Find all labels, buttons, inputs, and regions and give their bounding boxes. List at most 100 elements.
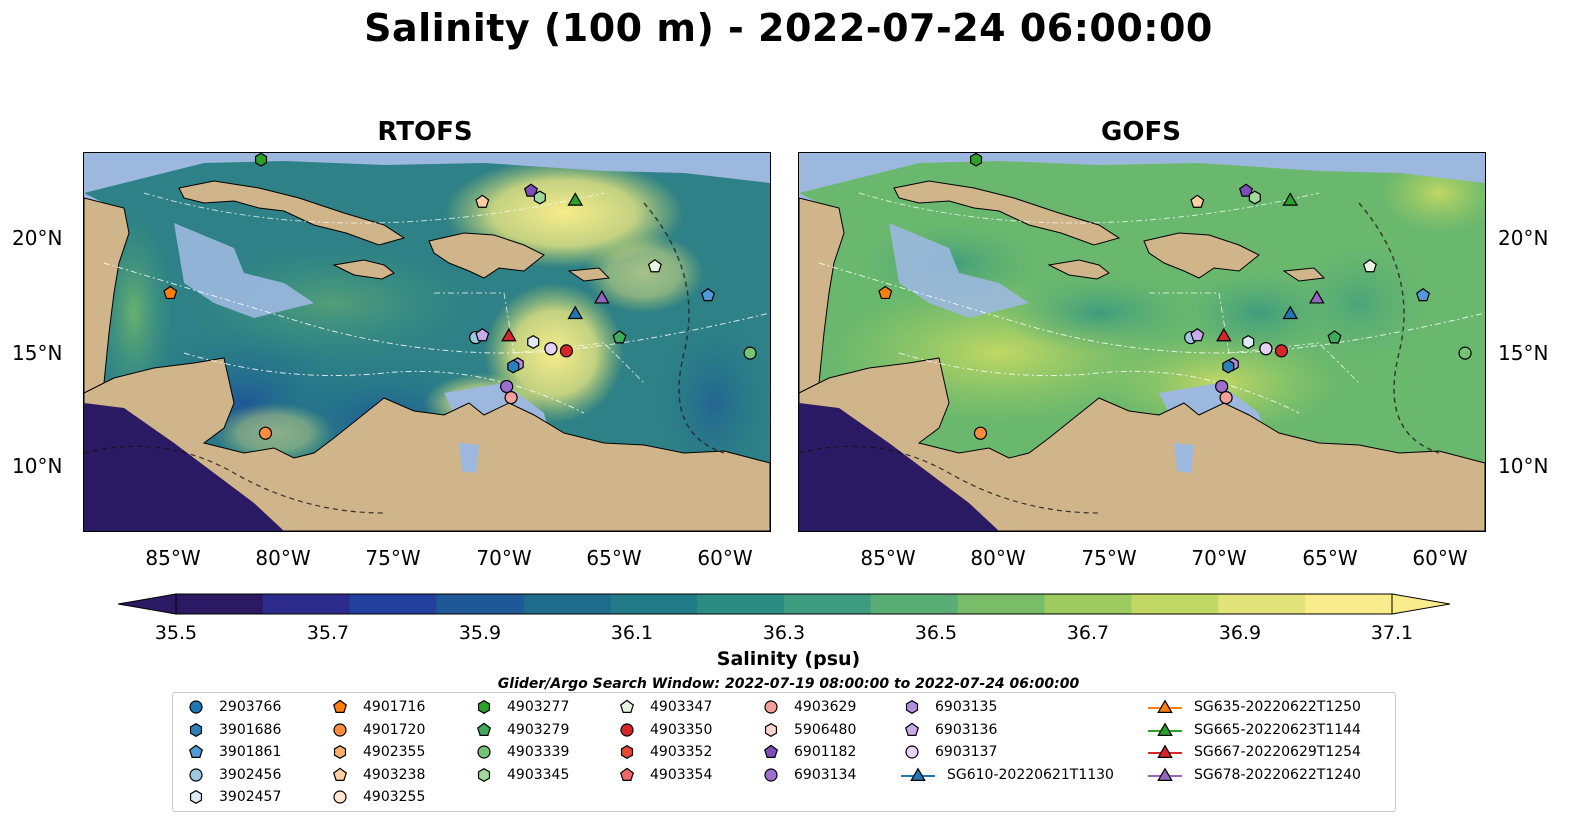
observation-marker-6901182[interactable] xyxy=(1239,183,1253,197)
observation-marker-6903134[interactable] xyxy=(500,379,514,394)
legend-item: 4902355 xyxy=(329,741,425,763)
colorbar-bin xyxy=(697,594,785,614)
figure-title: Salinity (100 m) - 2022-07-24 06:00:00 xyxy=(364,6,1213,50)
legend-item: 4903279 xyxy=(473,719,569,741)
legend-marker-icon xyxy=(1148,699,1182,713)
legend-marker-icon xyxy=(901,766,935,781)
lon-label-rtofs-75w: 75°W xyxy=(365,546,421,570)
observation-marker-4901716[interactable] xyxy=(163,285,178,300)
observation-marker-3901861[interactable] xyxy=(701,287,716,302)
markers-rtofs xyxy=(163,153,757,440)
observation-marker-3901686[interactable] xyxy=(507,359,520,374)
colorbar-bin xyxy=(1218,594,1306,614)
map-gofs[interactable] xyxy=(798,152,1486,532)
observation-marker-4903277[interactable] xyxy=(969,153,983,167)
observation-marker-4903279[interactable] xyxy=(612,330,627,344)
legend-label: 4903350 xyxy=(650,721,713,738)
observation-marker-3902457[interactable] xyxy=(1242,335,1255,349)
colorbar xyxy=(118,593,1450,615)
observation-marker-SG667-20220629T1254[interactable] xyxy=(1216,327,1232,342)
observation-marker-SG610-20220621T1130[interactable] xyxy=(567,305,584,320)
legend-marker-icon xyxy=(333,699,347,713)
observation-marker-4903238[interactable] xyxy=(475,194,490,208)
map-rtofs[interactable] xyxy=(83,152,771,532)
observation-marker-6903134[interactable] xyxy=(1215,379,1229,394)
legend-marker-icon xyxy=(333,767,347,781)
observation-marker-SG678-20220622T1240[interactable] xyxy=(1309,290,1325,304)
colorbar-label: Salinity (psu) xyxy=(716,648,861,670)
legend-marker-icon xyxy=(764,722,778,737)
observation-marker-3901686[interactable] xyxy=(1222,359,1235,374)
colorbar-bin xyxy=(436,594,524,614)
legend-item: 3902456 xyxy=(185,764,281,786)
legend-label: 4903352 xyxy=(650,744,713,760)
observation-marker-SG665-20220623T1144[interactable] xyxy=(567,192,584,206)
legend-item: SG678-20220622T1240 xyxy=(1148,764,1361,786)
legend-marker-icon xyxy=(189,744,203,758)
observation-marker-4903339[interactable] xyxy=(1458,346,1472,360)
legend-label: 4903629 xyxy=(794,699,857,715)
legend-marker-icon xyxy=(905,722,919,736)
colorbar-tick-37-1: 37.1 xyxy=(1370,622,1414,644)
colorbar-high-extend xyxy=(1391,593,1450,615)
legend-marker-icon xyxy=(477,745,491,759)
observation-marker-SG665-20220623T1144[interactable] xyxy=(1282,192,1299,206)
observation-marker-4901720[interactable] xyxy=(258,426,273,440)
observation-marker-4901716[interactable] xyxy=(878,285,893,300)
lon-label-gofs-75w: 75°W xyxy=(1081,546,1137,570)
observation-marker-SG610-20220621T1130[interactable] xyxy=(1282,305,1299,320)
observation-marker-4903277[interactable] xyxy=(254,153,268,167)
observation-marker-4903350[interactable] xyxy=(559,344,574,358)
legend-item: 3901861 xyxy=(185,741,281,763)
observation-marker-3901861[interactable] xyxy=(1416,287,1431,302)
observation-marker-6903136[interactable] xyxy=(1190,327,1205,342)
legend-item: 4903339 xyxy=(473,741,569,763)
colorbar-tick-36-1: 36.1 xyxy=(610,622,654,644)
lat-label-left-20: 20°N xyxy=(12,226,63,250)
observation-marker-4903345[interactable] xyxy=(533,190,546,205)
legend-marker-icon xyxy=(477,767,491,782)
observation-marker-4903279[interactable] xyxy=(1327,330,1342,344)
legend-item: SG665-20220623T1144 xyxy=(1148,719,1361,741)
legend-label: 4902355 xyxy=(363,744,426,760)
legend-item: 5906480 xyxy=(760,719,856,741)
legend-marker-icon xyxy=(764,700,778,714)
observation-marker-4901720[interactable] xyxy=(973,426,988,440)
colorbar-tick-35-7: 35.7 xyxy=(306,622,350,644)
observation-marker-4903350[interactable] xyxy=(1274,344,1289,358)
observation-marker-3902457[interactable] xyxy=(527,335,540,349)
observation-marker-6903137[interactable] xyxy=(1259,342,1273,356)
legend-item: 4901716 xyxy=(329,696,425,718)
observation-marker-4903339[interactable] xyxy=(743,346,757,360)
markers-gofs xyxy=(878,153,1472,440)
observation-marker-6903136[interactable] xyxy=(475,327,490,342)
observation-marker-4903629[interactable] xyxy=(1219,390,1233,405)
observation-marker-6903137[interactable] xyxy=(544,342,558,356)
lon-label-gofs-60w: 60°W xyxy=(1412,546,1468,570)
observation-marker-SG678-20220622T1240[interactable] xyxy=(594,290,610,304)
legend-item: 6903134 xyxy=(760,764,856,786)
legend-item: 4903352 xyxy=(616,741,712,763)
observation-marker-4903238[interactable] xyxy=(1190,194,1205,208)
observation-marker-4903345[interactable] xyxy=(1248,190,1261,205)
observation-marker-4903347[interactable] xyxy=(647,259,662,273)
legend-marker-icon xyxy=(189,767,203,782)
observation-marker-SG667-20220629T1254[interactable] xyxy=(501,327,517,342)
panel-title-gofs: GOFS xyxy=(1101,117,1181,147)
colorbar-tick-36-5: 36.5 xyxy=(914,622,958,644)
legend-item: 4903277 xyxy=(473,696,569,718)
observation-marker-6901182[interactable] xyxy=(524,183,538,197)
legend-marker-icon xyxy=(1148,766,1182,781)
legend-item: 4903345 xyxy=(473,764,569,786)
colorbar-bin xyxy=(1305,594,1393,614)
observation-marker-4903347[interactable] xyxy=(1362,259,1377,273)
legend-marker-icon xyxy=(620,745,634,759)
lat-label-left-10: 10°N xyxy=(12,454,63,478)
colorbar-bin xyxy=(610,594,698,614)
legend-marker-icon xyxy=(333,722,347,737)
legend-label: 3902457 xyxy=(219,789,282,805)
legend-label: SG610-20220621T1130 xyxy=(947,766,1114,783)
legend-marker-icon xyxy=(189,790,203,804)
legend-item: 6903137 xyxy=(901,741,997,763)
observation-marker-4903629[interactable] xyxy=(504,390,518,405)
